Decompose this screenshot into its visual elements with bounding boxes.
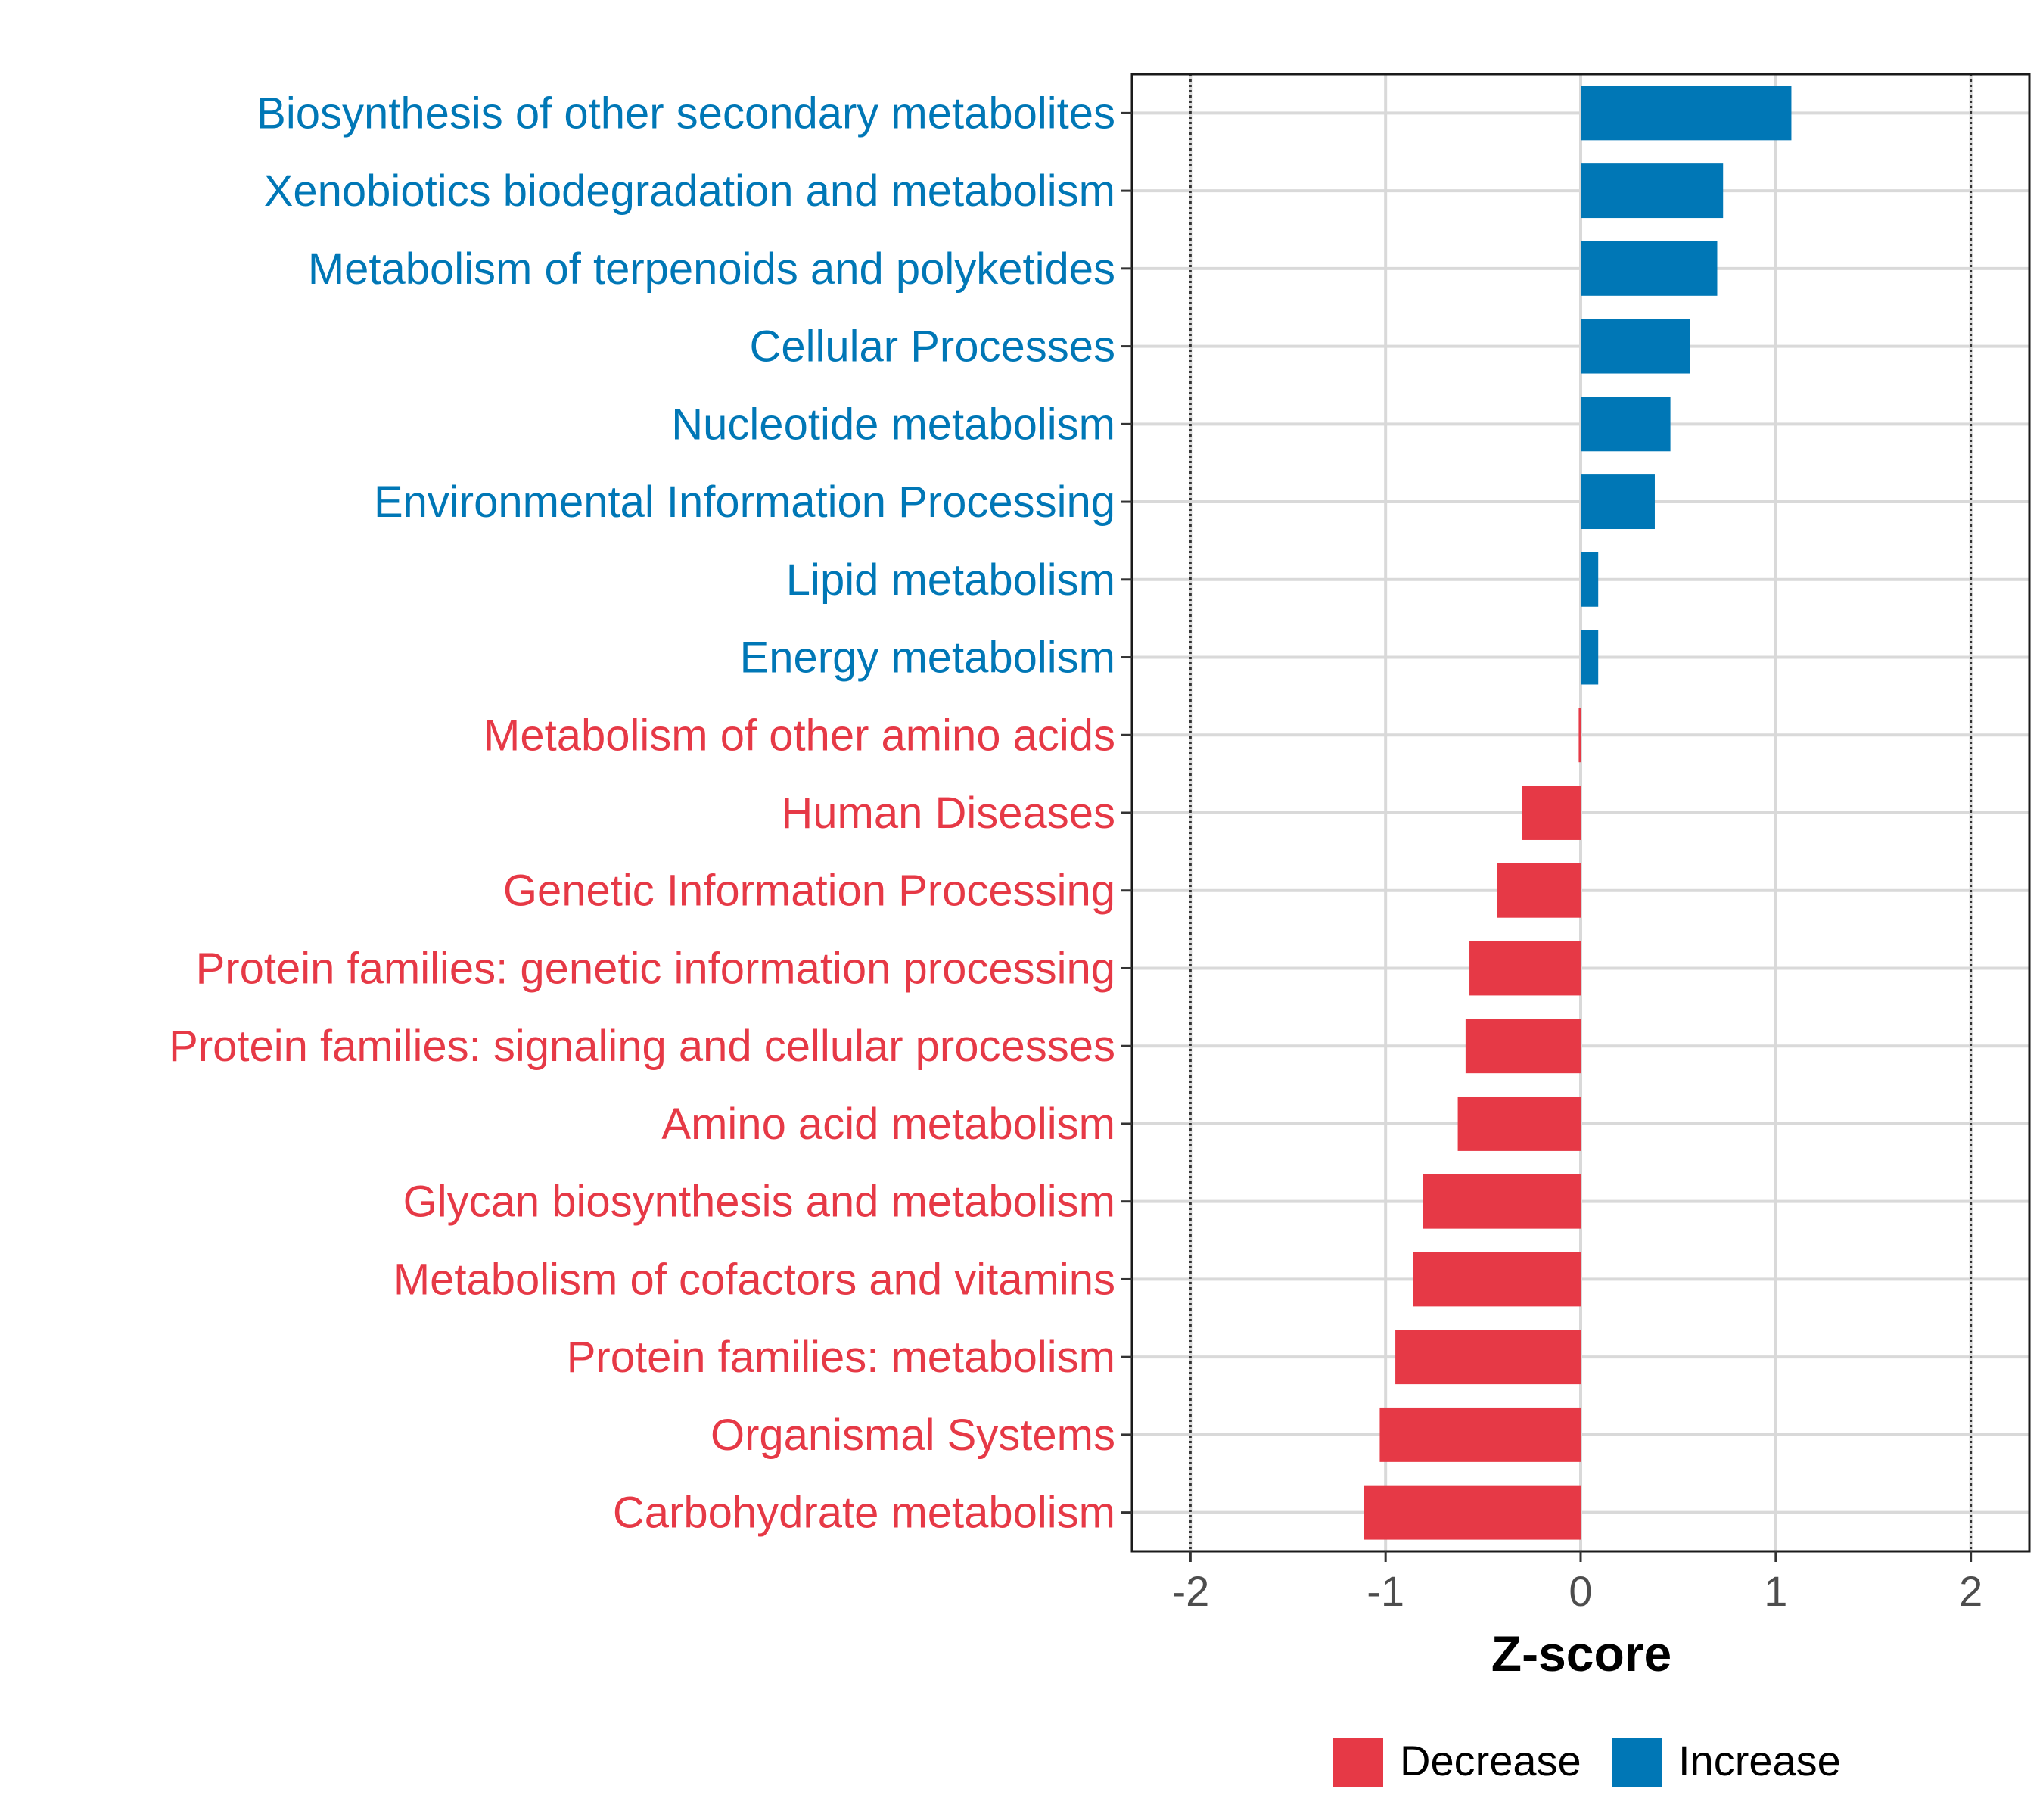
bar — [1522, 786, 1581, 840]
legend-label: Decrease — [1400, 1737, 1581, 1784]
bar — [1581, 86, 1792, 141]
category-label: Lipid metabolism — [786, 555, 1115, 605]
category-label: Nucleotide metabolism — [671, 400, 1115, 449]
legend-swatch — [1333, 1738, 1383, 1787]
bar — [1581, 163, 1724, 219]
legend-label: Increase — [1678, 1737, 1841, 1784]
legend-swatch — [1612, 1738, 1662, 1787]
bar — [1581, 552, 1599, 607]
category-label: Carbohydrate metabolism — [613, 1489, 1115, 1538]
bar — [1379, 1407, 1581, 1462]
category-label: Human Diseases — [781, 789, 1115, 838]
category-label: Protein families: metabolism — [567, 1333, 1115, 1382]
x-axis-title: Z-score — [1491, 1626, 1671, 1682]
bar — [1581, 474, 1655, 530]
bar — [1497, 863, 1581, 918]
category-label: Genetic Information Processing — [503, 866, 1115, 916]
bar — [1581, 630, 1599, 685]
category-label: Metabolism of terpenoids and polyketides — [308, 244, 1115, 294]
bar — [1578, 708, 1581, 763]
bar — [1469, 941, 1581, 996]
category-label: Glycan biosynthesis and metabolism — [403, 1178, 1115, 1227]
category-label: Environmental Information Processing — [374, 478, 1115, 527]
category-label: Xenobiotics biodegradation and metabolis… — [264, 166, 1115, 216]
x-tick-label: -1 — [1367, 1567, 1404, 1615]
category-label: Organismal Systems — [711, 1411, 1115, 1460]
bar — [1395, 1330, 1581, 1385]
bar — [1413, 1252, 1581, 1307]
category-label: Cellular Processes — [749, 322, 1115, 372]
category-label: Protein families: signaling and cellular… — [169, 1022, 1115, 1071]
tick-layer: -2 -1 0 1 2 — [1121, 111, 1982, 1615]
bar — [1423, 1174, 1581, 1229]
x-tick-label: -2 — [1171, 1567, 1209, 1615]
bar — [1465, 1019, 1581, 1074]
category-label: Energy metabolism — [740, 633, 1115, 683]
category-label: Protein families: genetic information pr… — [196, 944, 1115, 993]
category-label-layer: Biosynthesis of other secondary metaboli… — [169, 89, 1115, 1537]
bar — [1457, 1096, 1581, 1151]
legend: Decrease Increase — [1333, 1737, 1841, 1787]
x-tick-label: 2 — [1959, 1567, 1982, 1615]
bar-layer — [1364, 86, 1792, 1540]
bar — [1581, 319, 1690, 374]
x-tick-label: 0 — [1569, 1567, 1592, 1615]
bar — [1364, 1485, 1581, 1540]
category-label: Amino acid metabolism — [661, 1100, 1115, 1149]
bar — [1581, 241, 1718, 296]
category-label: Biosynthesis of other secondary metaboli… — [257, 89, 1115, 138]
x-tick-label: 1 — [1764, 1567, 1787, 1615]
bar — [1581, 397, 1671, 452]
category-label: Metabolism of cofactors and vitamins — [393, 1255, 1115, 1304]
category-label: Metabolism of other amino acids — [484, 711, 1115, 760]
